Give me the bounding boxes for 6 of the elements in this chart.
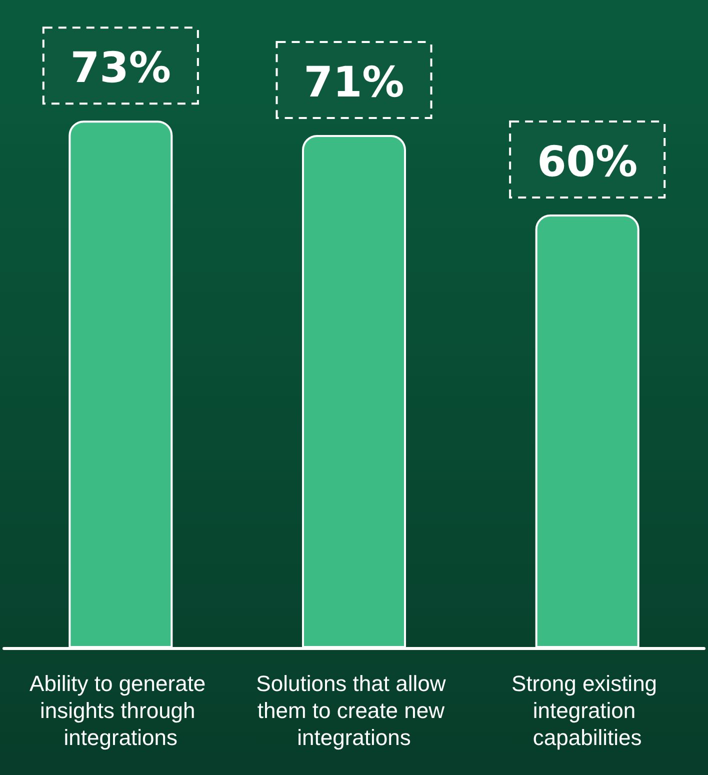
data-label: 73% [70,43,171,92]
data-label: 60% [537,137,638,186]
x-tick-label: Strong existing integration capabilities [512,671,664,750]
x-tick-label: Solutions that allow them to create new integrations [256,671,452,750]
x-tick-label: Ability to generate insights through integrations [30,671,212,750]
data-label: 71% [304,58,404,107]
